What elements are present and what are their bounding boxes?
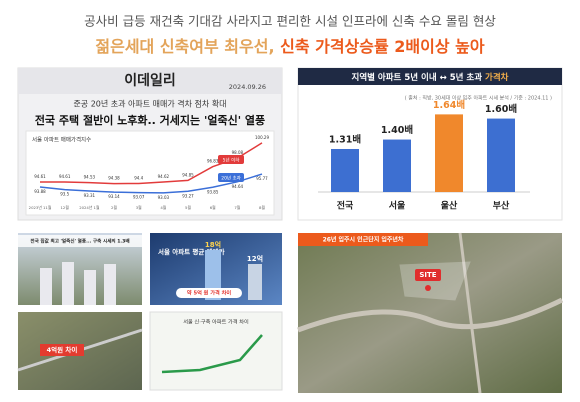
mini-value-label: 94.4 [134, 175, 143, 180]
mini-value-label: 93.03 [158, 195, 170, 200]
mini-value-label: 93.85 [207, 189, 219, 194]
tower [248, 264, 262, 300]
category-label: 서울 [389, 200, 406, 212]
thumb-caption-bg [18, 235, 142, 247]
mini-x-label: 4월 [160, 205, 166, 210]
thumb-figure: 18억 [205, 240, 221, 249]
chart-title-bar [298, 68, 562, 85]
chart-title-part: 가격차 [485, 72, 509, 83]
mini-value-label: 93.88 [34, 189, 46, 194]
map-title-bg [298, 233, 428, 246]
building [84, 270, 96, 305]
mini-x-label: 2024년 1월 [79, 205, 100, 210]
mini-legend: 5년 이하 [223, 157, 241, 164]
thumb-badge-text: 4억원 차이 [47, 345, 78, 354]
chart-title: 지역별 아파트 5년 이내 ↔ 5년 초과 가격차 [352, 72, 509, 83]
mini-value-label: 94.62 [158, 174, 170, 179]
category-label: 부산 [493, 200, 510, 212]
site-badge [415, 269, 441, 281]
headline-part: 신축 가격상승률 2배이상 높아 [280, 37, 485, 56]
mini-value-label: 94.38 [108, 176, 120, 181]
mini-legend-box [218, 173, 244, 182]
chart-title-part: 지역별 아파트 5년 이내 ↔ 5년 초과 [352, 72, 486, 83]
mini-value-label: 98.08 [232, 150, 244, 155]
mini-value-label: 94.64 [232, 184, 244, 189]
thumb-line [161, 334, 263, 374]
header-headline: 젊은세대 신축여부 최우선, 신축 가격상승률 2배이상 높아 [95, 37, 484, 56]
mini-x-label: 8월 [259, 205, 265, 210]
news-top [18, 68, 282, 94]
chart-source: ( 출처 : 직방, 30세대 이상 입주 아파트 시세 분석 / 기준 : 2… [405, 95, 552, 102]
map-road [458, 232, 482, 394]
thumb-title: 서울 아파트 평균 매매가 [158, 247, 225, 256]
bar [331, 148, 359, 192]
mini-x-label: 2023년 11월 [29, 205, 52, 210]
mini-x-label: 6월 [210, 205, 216, 210]
mini-x-label: 7월 [234, 205, 240, 210]
bar [383, 139, 411, 192]
building [104, 264, 116, 305]
news-headline: 전국 주택 절반이 노후화.. 거세지는 '얼죽신' 열풍 [35, 113, 265, 127]
news-subtitle: 준공 20년 초과 아파트 매매가 격차 점차 확대 [73, 99, 226, 109]
mini-value-label: 93.14 [108, 194, 120, 199]
bar [435, 114, 463, 192]
bar [487, 118, 515, 192]
mini-x-label: 2월 [111, 205, 117, 210]
thumb-badge-text: 약 5억 원 가격 차이 [187, 289, 231, 297]
bar-value-label: 1.40배 [381, 124, 413, 136]
mini-value-label: 94.53 [84, 175, 96, 180]
thumb-caption: 전국 집값 최고 '얼죽신' 열풍... 구축 시세의 1.3배 [30, 238, 129, 245]
map [298, 233, 562, 393]
mini-value-label: 95.77 [256, 176, 268, 181]
header-line: 공사비 급등 재건축 기대감 사라지고 편리한 시설 인프라에 신축 수요 몰림… [84, 14, 496, 29]
bar-value-label: 1.64배 [433, 99, 465, 111]
bar-value-label: 1.60배 [485, 103, 517, 115]
map-road [297, 297, 564, 333]
category-label: 전국 [337, 200, 354, 212]
thumb-badge [176, 288, 242, 298]
mini-value-label: 94.61 [59, 174, 71, 179]
thumb-figure: 12억 [247, 254, 263, 263]
tower [205, 250, 221, 300]
mini-value-label: 93.5 [60, 192, 69, 197]
thumb [149, 311, 283, 391]
thumb-title: 서울 신·구축 아파트 가격 차이 [183, 318, 249, 326]
mini-value-label: 94.61 [34, 174, 46, 179]
mini-legend: 20년 초과 [221, 175, 241, 182]
building [40, 268, 52, 305]
building [62, 262, 74, 305]
news-outlet: 이데일리 [124, 72, 176, 89]
mini-value-label: 96.83 [207, 159, 219, 164]
map-title: 26년 입주시 인근단지 입주년차 [323, 236, 404, 244]
mini-legend-box [218, 155, 244, 164]
mini-x-label: 3월 [136, 205, 142, 210]
site-pin [425, 285, 431, 291]
mini-line [39, 173, 263, 194]
news-date: 2024.09.26 [229, 83, 266, 91]
headline-part: 젊은세대 신축여부 최우선, [95, 37, 280, 56]
thumb-badge [40, 344, 84, 356]
chart-panel [297, 67, 563, 221]
site-label: SITE [419, 271, 436, 279]
mini-value-label: 94.85 [182, 172, 194, 177]
mini-x-label: 12월 [61, 205, 70, 210]
mini-value-label: 93.27 [182, 193, 194, 198]
category-label: 울산 [441, 200, 458, 212]
mini-value-label: 100.29 [255, 135, 269, 140]
mini-value-label: 93.07 [133, 195, 145, 200]
bar-value-label: 1.31배 [329, 133, 361, 145]
mini-x-label: 5월 [185, 205, 191, 210]
mini-chart-title: 서울 아파트 매매가격지수 [32, 136, 91, 144]
mini-value-label: 93.31 [84, 193, 96, 198]
